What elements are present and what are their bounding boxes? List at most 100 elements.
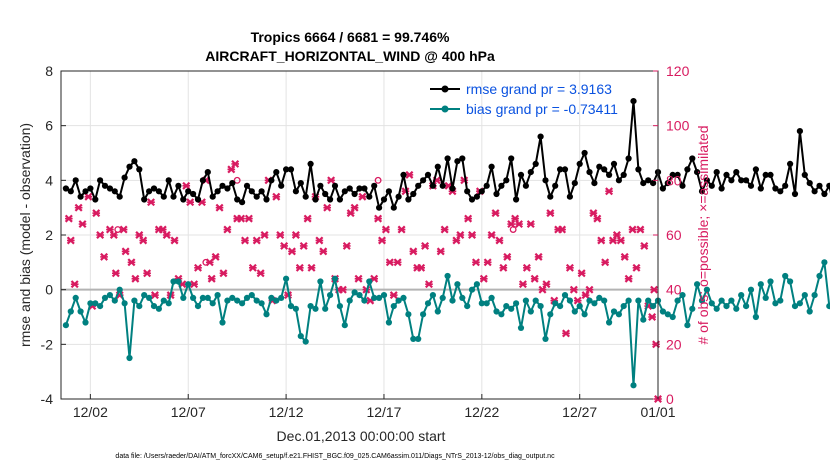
bias-point: [694, 281, 701, 288]
bias-point: [664, 311, 671, 318]
bias-point: [503, 303, 510, 310]
bias-point: [674, 297, 681, 304]
rmse-point: [346, 185, 353, 192]
bias-point: [219, 319, 226, 326]
obs-assimilated-marker: [147, 198, 156, 207]
obs-assimilated-marker: [252, 236, 261, 245]
bias-point: [542, 335, 549, 342]
rmse-point: [322, 190, 329, 198]
obs-assimilated-marker: [342, 241, 351, 250]
rmse-point: [214, 188, 221, 195]
rmse-point: [287, 166, 295, 173]
obs-assimilated-marker: [616, 236, 625, 245]
rmse-point: [566, 193, 574, 200]
bias-point: [376, 294, 383, 301]
rmse-point: [762, 171, 769, 178]
tick-label-x: 12/17: [366, 404, 401, 420]
bias-point: [625, 297, 632, 304]
rmse-point: [67, 188, 74, 195]
bias-point: [72, 294, 79, 301]
bias-point: [234, 297, 241, 304]
bias-point: [366, 278, 373, 285]
obs-assimilated-marker: [534, 252, 543, 261]
rmse-point: [449, 185, 456, 192]
rmse-point: [664, 180, 671, 187]
footer-data-file: data file: /Users/raeder/DAI/ATM_forcXX/…: [115, 453, 555, 460]
obs-assimilated-marker: [272, 192, 281, 201]
rmse-point: [146, 188, 153, 195]
obs-assimilated-marker: [471, 258, 480, 267]
rmse-point: [561, 166, 569, 173]
obs-assimilated-marker: [100, 252, 109, 261]
obs-assimilated-marker: [170, 236, 179, 245]
bias-point: [194, 303, 202, 310]
obs-assimilated-marker: [405, 170, 414, 179]
obs-assimilated-marker: [78, 220, 87, 229]
rmse-point: [532, 160, 539, 167]
bias-point: [160, 297, 167, 304]
chart-title-line2: AIRCRAFT_HORIZONTAL_WIND @ 400 hPa: [205, 48, 495, 64]
rmse-point: [606, 171, 613, 178]
rmse-point: [811, 188, 818, 195]
obs-assimilated-marker: [569, 285, 578, 294]
obs-assimilated-marker: [565, 263, 574, 272]
bias-point: [146, 294, 153, 301]
rmse-point: [395, 193, 402, 200]
obs-assimilated-marker: [515, 220, 524, 229]
obs-assimilated-marker: [389, 291, 398, 300]
obs-assimilated-marker: [605, 187, 614, 196]
obs-assimilated-marker: [127, 258, 136, 267]
obs-assimilated-marker: [585, 285, 594, 294]
obs-assimilated-marker: [546, 209, 555, 218]
rmse-point: [150, 185, 158, 192]
rmse-point: [806, 180, 813, 187]
bias-point: [239, 300, 246, 307]
obs-possible-marker: [202, 258, 210, 266]
bias-point: [92, 300, 99, 307]
obs-assimilated-marker: [440, 225, 449, 234]
rmse-point: [620, 171, 627, 178]
series-lines: [62, 98, 830, 389]
rmse-point: [312, 196, 319, 203]
bias-point: [116, 286, 123, 293]
obs-assimilated-marker: [248, 263, 257, 272]
bias-point: [307, 303, 314, 310]
bias-point: [532, 297, 539, 304]
left-axis-ticks: -4 -2 0 2 4 6 8: [41, 63, 66, 407]
bias-point: [331, 275, 339, 282]
rmse-point: [801, 171, 808, 178]
rmse-point: [547, 193, 554, 200]
obs-assimilated-marker: [530, 274, 539, 283]
bias-point: [224, 297, 231, 304]
obs-assimilated-marker: [518, 280, 527, 289]
obs-assimilated-marker: [66, 236, 75, 245]
rmse-point: [234, 196, 241, 203]
rmse-point: [439, 182, 446, 189]
rmse-point: [537, 133, 544, 140]
tick-label-x: 12/22: [464, 404, 499, 420]
bias-point: [473, 281, 480, 288]
rmse-point: [175, 182, 182, 189]
obs-assimilated-marker: [260, 231, 269, 239]
rmse-point: [718, 185, 725, 192]
rmse-point: [258, 188, 265, 195]
bias-point: [586, 297, 593, 304]
bias-point: [424, 300, 432, 307]
rmse-point: [400, 171, 407, 178]
rmse-point: [581, 149, 588, 157]
rmse-point: [698, 188, 706, 195]
y-axis-label-right: # of obs: o=possible; ×=assimilated: [695, 125, 711, 344]
obs-assimilated-marker: [487, 231, 496, 239]
right-axis-ticks: 0 20 40 60 80 100 120: [653, 63, 690, 407]
bias-point: [439, 294, 446, 301]
bias-point: [659, 308, 667, 315]
tick-label-x: 12/12: [269, 404, 304, 420]
rmse-point: [625, 155, 632, 162]
obs-assimilated-marker: [417, 263, 426, 272]
tick-label-left: 4: [45, 172, 53, 188]
rmse-point: [796, 128, 804, 135]
rmse-point: [601, 166, 608, 173]
rmse-point: [376, 204, 383, 211]
rmse-point: [92, 196, 99, 203]
